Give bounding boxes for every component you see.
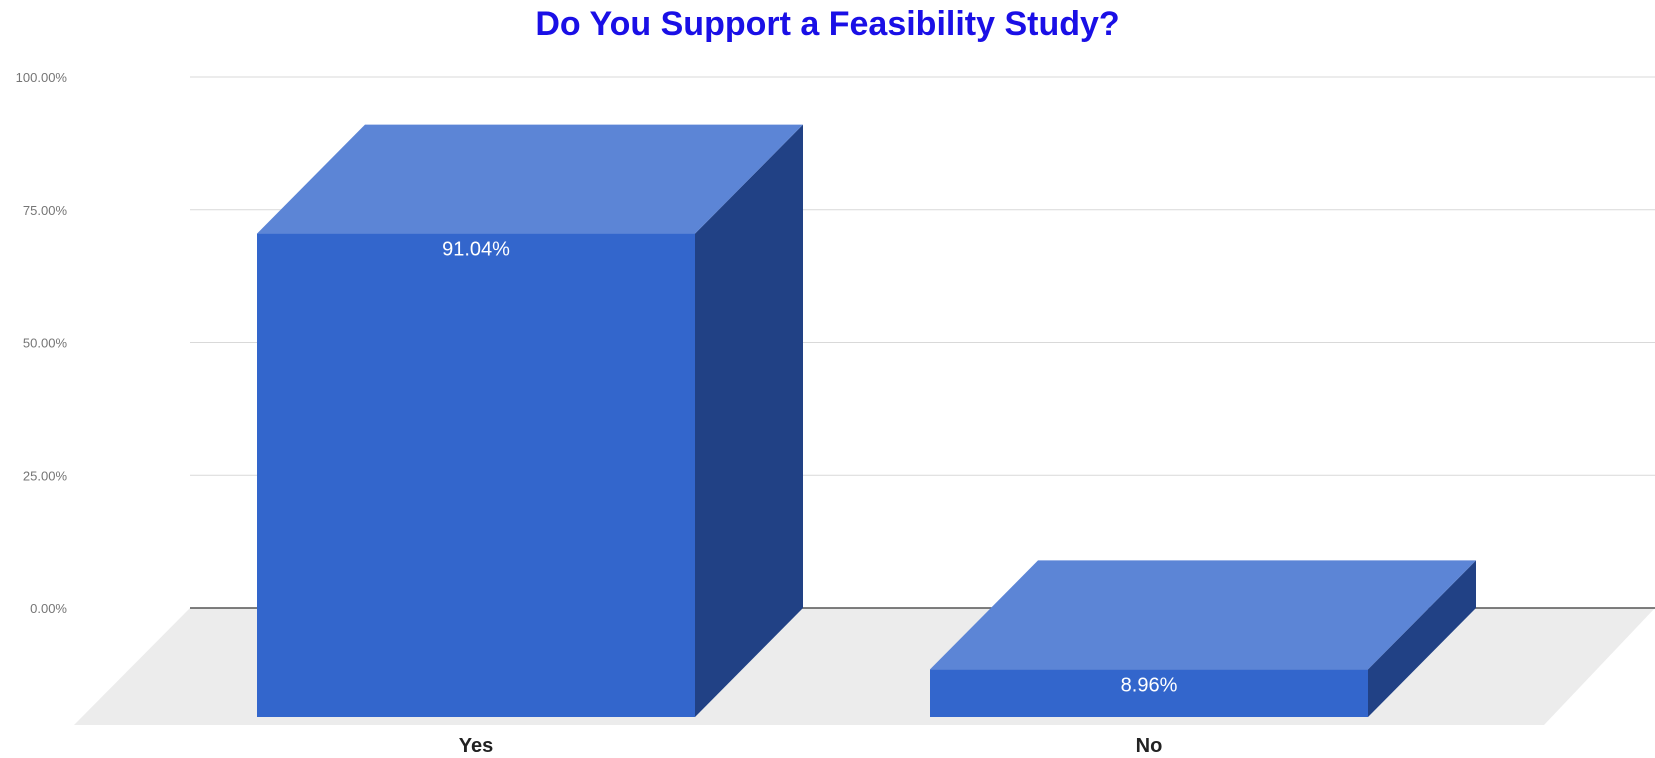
x-tick-label: No bbox=[1136, 735, 1163, 757]
bar-no bbox=[930, 669, 1368, 717]
bar-side-no bbox=[1368, 560, 1476, 717]
data-label: 8.96% bbox=[1121, 674, 1178, 696]
y-tick-label: 75.00% bbox=[23, 203, 68, 218]
x-tick-label: Yes bbox=[459, 735, 493, 757]
chart-title: Do You Support a Feasibility Study? bbox=[535, 5, 1120, 43]
bar-yes bbox=[257, 233, 695, 717]
bar-top-yes bbox=[257, 124, 803, 234]
y-tick-label: 0.00% bbox=[30, 601, 67, 616]
bar-side-yes bbox=[695, 124, 803, 718]
y-tick-label: 25.00% bbox=[23, 468, 68, 483]
data-label: 91.04% bbox=[442, 239, 510, 261]
y-tick-label: 100.00% bbox=[16, 70, 68, 85]
y-tick-label: 50.00% bbox=[23, 336, 68, 351]
bar-top-no bbox=[930, 560, 1476, 670]
